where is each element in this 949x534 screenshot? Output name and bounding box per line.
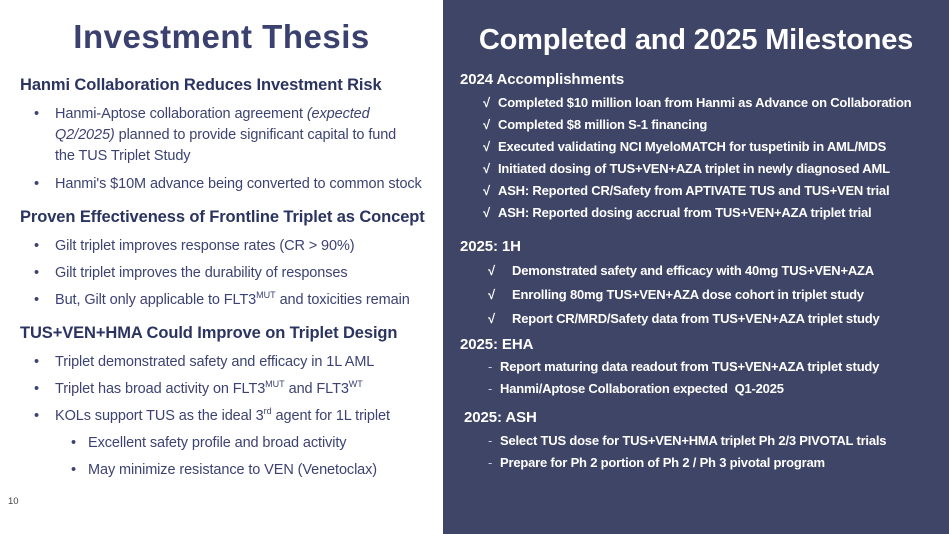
- dash-icon: -: [488, 455, 493, 470]
- bullet-text-segment: and FLT3: [284, 381, 349, 397]
- milestone-text: Completed $8 million S-1 financing: [498, 117, 708, 132]
- milestone-text: Prepare for Ph 2 portion of Ph 2 / Ph 3 …: [500, 455, 825, 470]
- right-panel-body: 2024 Accomplishments √ Completed $10 mil…: [443, 71, 949, 474]
- milestone-item: - Report maturing data readout from TUS+…: [460, 356, 943, 378]
- checkmark-icon: √: [483, 139, 490, 154]
- sub-bullet-item: • Excellent safety profile and broad act…: [20, 433, 443, 453]
- group-heading-2025-1h: 2025: 1H: [460, 238, 521, 255]
- milestone-text: Executed validating NCI MyeloMATCH for t…: [498, 139, 887, 154]
- bullet-icon: •: [71, 462, 76, 478]
- checkmark-icon: √: [483, 95, 490, 110]
- checkmark-icon: √: [483, 117, 490, 132]
- milestone-text: ASH: Reported dosing accrual from TUS+VE…: [498, 205, 872, 220]
- milestone-item: - Hanmi/Aptose Collaboration expected Q1…: [460, 378, 943, 400]
- checkmark-icon: √: [483, 161, 490, 176]
- milestone-text: Report CR/MRD/Safety data from TUS+VEN+A…: [512, 311, 880, 326]
- milestone-text: Report maturing data readout from TUS+VE…: [500, 359, 880, 374]
- bullet-item: • Gilt triplet improves response rates (…: [20, 236, 443, 256]
- left-panel-body: Hanmi Collaboration Reduces Investment R…: [0, 76, 443, 480]
- milestones-panel: Completed and 2025 Milestones 2024 Accom…: [443, 0, 949, 534]
- bullet-text: Triplet demonstrated safety and efficacy…: [55, 354, 375, 370]
- left-panel-title: Investment Thesis: [73, 18, 370, 55]
- dash-icon: -: [488, 433, 493, 448]
- bullet-text-segment: planned to provide significant capital t…: [55, 127, 397, 164]
- bullet-text-segment: But, Gilt only applicable to FLT3: [55, 292, 257, 308]
- milestone-text: Completed $10 million loan from Hanmi as…: [498, 95, 912, 110]
- checkmark-icon: √: [488, 287, 495, 302]
- bullet-text: Hanmi-Aptose collaboration agreement (ex…: [55, 104, 400, 167]
- superscript: rd: [263, 406, 272, 417]
- sub-bullet-item: • May minimize resistance to VEN (Veneto…: [20, 460, 443, 480]
- milestone-text: Initiated dosing of TUS+VEN+AZA triplet …: [498, 161, 890, 176]
- bullet-text-segment: agent for 1L triplet: [271, 408, 390, 424]
- group-heading-2025-ash: 2025: ASH: [464, 409, 537, 426]
- group-heading-2024-accomplishments: 2024 Accomplishments: [460, 71, 625, 88]
- bullet-item: • Gilt triplet improves the durability o…: [20, 263, 443, 283]
- milestone-item: √ Completed $10 million loan from Hanmi …: [460, 92, 943, 114]
- bullet-icon: •: [34, 265, 39, 281]
- bullet-item: • Hanmi-Aptose collaboration agreement (…: [20, 104, 443, 167]
- bullet-item: • Hanmi's $10M advance being converted t…: [20, 174, 443, 194]
- milestone-item: √ Executed validating NCI MyeloMATCH for…: [460, 136, 943, 158]
- milestone-item: √ Enrolling 80mg TUS+VEN+AZA dose cohort…: [460, 283, 943, 307]
- dash-icon: -: [488, 381, 493, 396]
- section-heading-tus-ven-hma: TUS+VEN+HMA Could Improve on Triplet Des…: [20, 324, 398, 342]
- superscript: MUT: [256, 290, 276, 301]
- milestone-text: Select TUS dose for TUS+VEN+HMA triplet …: [500, 433, 887, 448]
- bullet-text-segment: Triplet has broad activity on FLT3: [55, 381, 266, 397]
- milestone-item: √ Demonstrated safety and efficacy with …: [460, 259, 943, 283]
- milestone-item: √ Completed $8 million S-1 financing: [460, 114, 943, 136]
- bullet-item: • Triplet has broad activity on FLT3MUT …: [20, 379, 443, 399]
- milestone-item: √ Report CR/MRD/Safety data from TUS+VEN…: [460, 307, 943, 331]
- section-heading-proven-effectiveness: Proven Effectiveness of Frontline Triple…: [20, 208, 425, 226]
- bullet-text: Excellent safety profile and broad activ…: [88, 435, 347, 451]
- group-heading-2025-eha: 2025: EHA: [460, 336, 534, 353]
- dash-icon: -: [488, 359, 493, 374]
- bullet-text: Triplet has broad activity on FLT3MUT an…: [55, 379, 363, 399]
- bullet-item: • Triplet demonstrated safety and effica…: [20, 352, 443, 372]
- investment-thesis-panel: Investment Thesis Hanmi Collaboration Re…: [0, 0, 443, 534]
- superscript: WT: [348, 379, 363, 390]
- checkmark-icon: √: [483, 183, 490, 198]
- bullet-icon: •: [34, 408, 39, 424]
- bullet-text: May minimize resistance to VEN (Venetocl…: [88, 462, 378, 478]
- bullet-icon: •: [34, 354, 39, 370]
- milestone-text: Hanmi/Aptose Collaboration expected Q1-2…: [500, 381, 784, 396]
- milestone-item: - Select TUS dose for TUS+VEN+HMA triple…: [460, 430, 943, 452]
- milestone-item: √ ASH: Reported dosing accrual from TUS+…: [460, 202, 943, 224]
- superscript: MUT: [265, 379, 285, 390]
- checkmark-icon: √: [488, 311, 495, 326]
- milestone-item: √ ASH: Reported CR/Safety from APTIVATE …: [460, 180, 943, 202]
- bullet-icon: •: [34, 238, 39, 254]
- checkmark-icon: √: [483, 205, 490, 220]
- bullet-icon: •: [34, 176, 39, 192]
- bullet-item: • But, Gilt only applicable to FLT3MUT a…: [20, 290, 443, 310]
- bullet-icon: •: [34, 292, 39, 308]
- bullet-icon: •: [71, 435, 76, 451]
- bullet-text-segment: Hanmi-Aptose collaboration agreement: [55, 106, 307, 122]
- bullet-text: Gilt triplet improves the durability of …: [55, 265, 348, 281]
- bullet-text-italic: (expected Q2/2025): [55, 106, 370, 143]
- milestone-text: ASH: Reported CR/Safety from APTIVATE TU…: [498, 183, 890, 198]
- milestone-item: √ Initiated dosing of TUS+VEN+AZA triple…: [460, 158, 943, 180]
- checkmark-icon: √: [488, 263, 495, 278]
- bullet-text: But, Gilt only applicable to FLT3MUT and…: [55, 290, 410, 310]
- milestone-item: - Prepare for Ph 2 portion of Ph 2 / Ph …: [460, 452, 943, 474]
- page-number: 10: [8, 496, 19, 507]
- milestone-text: Enrolling 80mg TUS+VEN+AZA dose cohort i…: [512, 287, 864, 302]
- bullet-text: Gilt triplet improves response rates (CR…: [55, 238, 355, 254]
- bullet-item: • KOLs support TUS as the ideal 3rd agen…: [20, 406, 443, 426]
- section-heading-hanmi-collaboration: Hanmi Collaboration Reduces Investment R…: [20, 76, 382, 94]
- bullet-text: KOLs support TUS as the ideal 3rd agent …: [55, 406, 390, 426]
- bullet-text: Hanmi's $10M advance being converted to …: [55, 176, 422, 192]
- bullet-icon: •: [34, 106, 39, 122]
- right-panel-title: Completed and 2025 Milestones: [478, 24, 914, 56]
- milestone-text: Demonstrated safety and efficacy with 40…: [512, 263, 874, 278]
- bullet-text-segment: KOLs support TUS as the ideal 3: [55, 408, 264, 424]
- bullet-icon: •: [34, 381, 39, 397]
- bullet-text-segment: and toxicities remain: [275, 292, 410, 308]
